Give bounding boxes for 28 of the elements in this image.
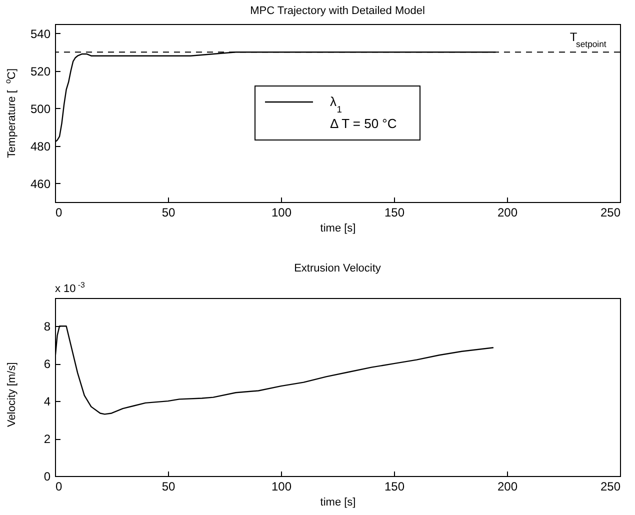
y-tick-label: 500 [30,102,51,116]
x-axis-title: time [s] [320,222,356,234]
y-tick-label: 4 [44,394,51,409]
x-tick-label: 200 [497,480,518,494]
x-tick-label: 250 [600,206,621,220]
chart-title: Extrusion Velocity [294,262,382,275]
x-tick-label: 50 [162,480,176,494]
y-tick-label: 460 [30,176,51,191]
y-tick-label: 520 [30,64,51,78]
y-tick-label: 2 [44,432,51,446]
x-tick-label: 150 [384,206,405,220]
x-tick-label: 0 [56,206,62,220]
x-tick-label: 50 [162,206,176,220]
x-axis-title: time [s] [320,496,356,508]
y-tick-label: 480 [30,139,51,154]
legend-title: Δ T = 50 °C [330,116,397,131]
x-tick-label: 250 [600,480,621,494]
x-tick-label: 0 [56,480,62,494]
x-tick-label: 100 [271,206,292,220]
x-tick-label: 150 [384,480,405,494]
y-axis-title: Velocity [m/s] [6,362,18,428]
y-tick-label: 540 [30,26,51,41]
y-tick-label: 6 [44,357,51,372]
y-tick-label: 0 [44,470,51,484]
y-tick-label: 8 [44,320,51,334]
chart-title: MPC Trajectory with Detailed Model [250,5,425,17]
x-tick-label: 100 [271,480,292,494]
x-tick-label: 200 [497,206,518,220]
